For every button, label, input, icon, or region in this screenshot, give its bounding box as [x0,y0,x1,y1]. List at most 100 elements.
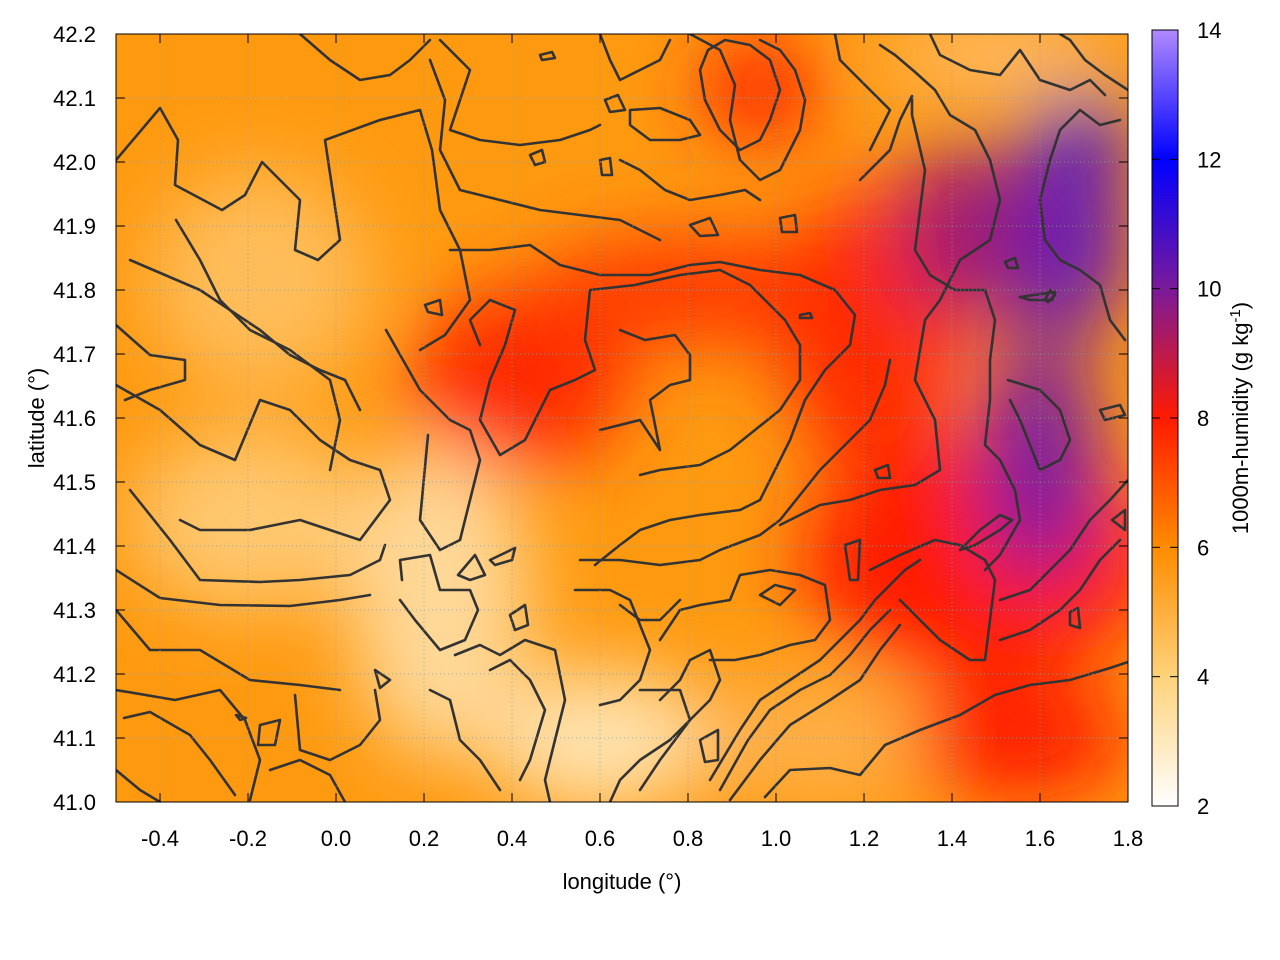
field-blob [130,430,370,610]
colorbar-tick-label: 2 [1197,794,1209,819]
contour-line [598,328,692,452]
contour-line [268,758,347,802]
contour-line [998,478,1128,602]
contour-line [122,710,237,797]
x-tick-label: 1.8 [1113,826,1144,851]
contour-line [618,158,762,202]
colorbar-axis: 2 4 6 8 10 12 14 [1152,18,1221,819]
contour-line [428,58,662,242]
y-tick-label: 41.6 [53,406,96,431]
y-tick-label: 41.8 [53,278,96,303]
contour-line [116,383,392,542]
x-tick-label: 1.2 [849,826,880,851]
contour-line [638,648,722,792]
contour-line [778,43,1002,527]
x-tick-label: 0.8 [673,826,704,851]
y-tick-label: 41.4 [53,534,96,559]
contour-line [384,328,482,552]
contour-line [598,34,672,82]
contour-line [798,311,814,320]
y-axis: 41.0 41.1 41.2 41.3 41.4 41.5 41.6 41.7 41.8 41.9… [53,22,1128,815]
contour-line [508,603,530,632]
contour-line [603,93,627,114]
colorbar-tick-label: 8 [1197,406,1209,431]
contour-line [873,463,892,480]
contour-line [116,568,372,608]
x-tick-label: 0.0 [321,826,352,851]
contour-line [608,688,692,802]
contour-line [958,513,1014,552]
grid-lines [116,34,1128,802]
colorbar-label-main: 1000m-humidity (g kg [1228,323,1253,535]
contour-line [116,688,262,802]
y-axis-label: latitude (°) [24,368,49,469]
contour-line [298,34,432,82]
x-tick-label: 0.6 [585,826,616,851]
contour-line [428,688,502,792]
contour-line [293,688,382,762]
contour-line [628,106,702,142]
contour-line [128,488,387,584]
contour-line [573,588,652,707]
contour-line [1068,606,1082,630]
x-axis: -0.4 -0.2 0.0 0.2 0.4 0.6 0.8 1.0 1.2 1.4 1.6 1.8 [141,34,1143,851]
y-tick-label: 41.5 [53,470,96,495]
contour-line [373,668,392,690]
contour-line [718,608,892,792]
contour-line [758,583,797,607]
field-blob [980,340,1100,580]
contour-line [928,34,1107,97]
contour-line [488,658,547,782]
x-tick-label: 1.4 [937,826,968,851]
y-tick-label: 42.0 [53,150,96,175]
contour-line [116,106,472,352]
contour-line [763,660,1128,799]
field-blob [910,680,1128,800]
contour-line [116,608,342,692]
colorbar-tick-label: 4 [1197,665,1209,690]
y-tick-label: 41.9 [53,214,96,239]
contour-line [1098,403,1127,422]
contour-lines [116,34,1128,802]
contour-line [688,216,720,238]
contour-line [698,728,720,764]
field-blob [1030,90,1128,190]
contour-line [868,538,997,662]
x-tick-label: 1.6 [1025,826,1056,851]
contour-line [833,34,892,152]
colorbar-label-end: ) [1228,302,1253,309]
contour-line [843,538,862,582]
y-tick-label: 42.1 [53,86,96,111]
colorbar-tick-label: 10 [1197,277,1221,302]
contour-line [488,546,517,567]
field-blob [410,290,630,470]
x-axis-label: longitude (°) [563,869,682,894]
x-tick-label: -0.4 [141,826,179,851]
contour-line [398,553,480,652]
x-tick-label: 0.2 [409,826,440,851]
x-tick-label: 1.0 [761,826,792,851]
colorbar-tick-label: 12 [1197,147,1221,172]
field-blob [350,440,530,760]
contour-line [1038,108,1127,342]
contour-line [658,568,832,662]
contour-line [423,298,444,317]
contour-line [618,598,682,622]
y-tick-label: 42.2 [53,22,96,47]
contour-line [728,623,902,802]
y-tick-label: 41.7 [53,342,96,367]
contour-line [1018,290,1057,302]
contour-line [1006,378,1072,472]
contour-line [438,38,602,147]
y-tick-label: 41.2 [53,662,96,687]
contour-line [778,213,799,234]
y-tick-label: 41.0 [53,790,96,815]
contour-line [1003,256,1020,270]
contour-line [468,268,802,477]
colorbar-tick-label: 6 [1197,535,1209,560]
contour-line [708,558,922,782]
contour-line [578,358,892,567]
contour-line [234,713,248,722]
colorbar-label: 1000m-humidity (g kg-1) [1227,302,1253,534]
